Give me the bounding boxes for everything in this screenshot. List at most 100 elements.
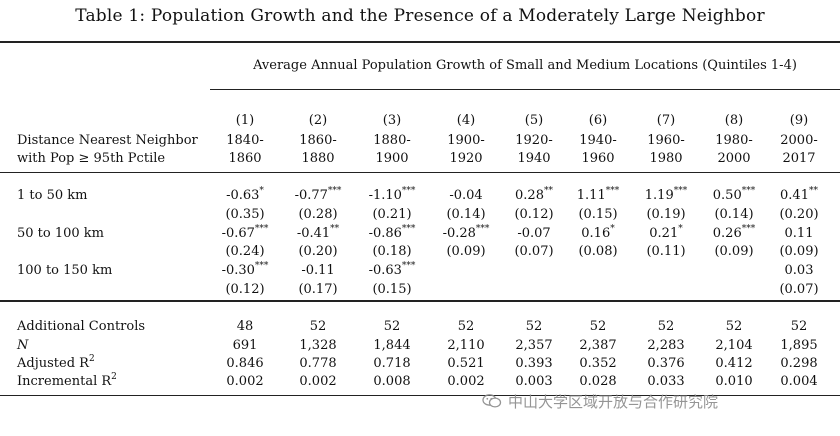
column-period-start: 1920- [515, 133, 553, 148]
coefficient-value: -0.67 [221, 226, 255, 241]
stat-value-cell: 2,387 [579, 338, 617, 353]
header-rule [0, 172, 840, 173]
coefficient-cell: -0.04 [431, 187, 501, 204]
bottom-rule [0, 395, 840, 396]
coefficient-cell: 0.26*** [699, 225, 769, 242]
stat-value-cell: 1,328 [299, 338, 337, 353]
coefficient-cell: 0.16* [563, 225, 633, 242]
coefficient-value: 0.41 [780, 188, 809, 203]
coefficient-value: 0.26 [712, 226, 742, 241]
column-number: (3) [382, 113, 402, 128]
standard-error-cell: (0.18) [372, 244, 412, 259]
significance-stars: * [259, 186, 264, 196]
column-period-end: 1940 [517, 151, 551, 166]
stat-value-cell: 1,844 [373, 338, 411, 353]
column-period-start: 1880- [373, 133, 411, 148]
stat-value-cell: 52 [657, 319, 675, 334]
column-number: (9) [789, 113, 809, 128]
column-number: (8) [724, 113, 744, 128]
significance-stars: *** [254, 261, 269, 271]
significance-stars: *** [741, 224, 756, 234]
row-header-line2: with Pop ≥ 95th Pctile [17, 151, 166, 166]
stat-label-text: N [17, 338, 29, 353]
coefficient-cell: -0.41** [283, 225, 353, 242]
stat-label: Adjusted R2 [17, 355, 95, 372]
coefficient-value: 1.11 [576, 188, 606, 203]
stat-value-cell: 2,104 [715, 338, 753, 353]
standard-error-cell: (0.08) [578, 244, 618, 259]
significance-stars: *** [401, 224, 416, 234]
coefficient-cell: -0.11 [283, 262, 353, 279]
stat-value-cell: 0.028 [579, 374, 617, 389]
standard-error-cell: (0.35) [225, 207, 265, 222]
significance-stars: *** [673, 186, 688, 196]
stat-value-cell: 0.002 [299, 374, 337, 389]
stat-value-cell: 0.352 [579, 356, 617, 371]
coefficient-cell: -1.10*** [357, 187, 427, 204]
standard-error-cell: (0.14) [714, 207, 754, 222]
coefficient-value: -0.63 [368, 263, 402, 278]
row-label: 1 to 50 km [17, 188, 88, 203]
coefficient-cell: 1.11*** [563, 187, 633, 204]
spanner-header: Average Annual Population Growth of Smal… [253, 58, 797, 73]
wechat-icon [482, 394, 502, 408]
coefficient-value: -0.63 [226, 188, 260, 203]
column-number: (6) [588, 113, 608, 128]
stat-value-cell: 0.846 [226, 356, 264, 371]
significance-stars: *** [401, 261, 416, 271]
row-label: 50 to 100 km [17, 226, 105, 241]
coefficient-cell: -0.30*** [210, 262, 280, 279]
mid-rule [0, 300, 840, 302]
stat-value-cell: 52 [589, 319, 607, 334]
column-period-start: 1940- [579, 133, 617, 148]
stat-value-cell: 52 [383, 319, 401, 334]
stat-value-cell: 2,283 [647, 338, 685, 353]
coefficient-value: 0.16 [581, 226, 611, 241]
standard-error-cell: (0.09) [779, 244, 819, 259]
stat-label-text: Additional Controls [17, 319, 146, 334]
standard-error-cell: (0.09) [446, 244, 486, 259]
stat-value-cell: 0.002 [226, 374, 264, 389]
column-number: (5) [524, 113, 544, 128]
coefficient-value: -1.10 [368, 188, 402, 203]
coefficient-cell: -0.63*** [357, 262, 427, 279]
significance-stars: *** [254, 224, 269, 234]
stat-label: N [17, 337, 28, 354]
coefficient-value: -0.41 [296, 226, 331, 241]
stat-value-cell: 52 [525, 319, 543, 334]
column-period-end: 1960 [581, 151, 615, 166]
coefficient-cell: 0.41** [764, 187, 834, 204]
stat-value-cell: 0.008 [373, 374, 411, 389]
standard-error-cell: (0.14) [446, 207, 486, 222]
stat-value-cell: 2,357 [515, 338, 553, 353]
standard-error-cell: (0.11) [646, 244, 686, 259]
standard-error-cell: (0.28) [298, 207, 338, 222]
stat-value-cell: 52 [457, 319, 475, 334]
stat-label-superscript: 2 [88, 354, 95, 364]
standard-error-cell: (0.24) [225, 244, 265, 259]
significance-stars: * [610, 224, 615, 234]
coefficient-cell: -0.28*** [431, 225, 501, 242]
stat-value-cell: 0.010 [715, 374, 753, 389]
stat-label-text: Incremental R [17, 374, 112, 389]
column-number: (2) [308, 113, 328, 128]
column-period-end: 1880 [301, 151, 335, 166]
column-period-end: 2000 [717, 151, 751, 166]
standard-error-cell: (0.17) [298, 282, 338, 297]
coefficient-value: -0.30 [221, 263, 255, 278]
coefficient-value: 0.03 [784, 263, 814, 278]
column-number: (7) [656, 113, 676, 128]
standard-error-cell: (0.20) [779, 207, 819, 222]
column-period-start: 1960- [647, 133, 685, 148]
coefficient-value: 0.11 [784, 226, 814, 241]
coefficient-value: 1.19 [644, 188, 674, 203]
standard-error-cell: (0.15) [578, 207, 618, 222]
standard-error-cell: (0.12) [225, 282, 265, 297]
coefficient-cell: 0.21* [631, 225, 701, 242]
coefficient-value: -0.04 [449, 188, 483, 203]
column-period-end: 1900 [375, 151, 409, 166]
stat-value-cell: 0.412 [715, 356, 753, 371]
coefficient-cell: 0.28** [499, 187, 569, 204]
watermark: 中山大学区域开放与合作研究院 [482, 391, 718, 412]
coefficient-value: -0.77 [294, 188, 328, 203]
